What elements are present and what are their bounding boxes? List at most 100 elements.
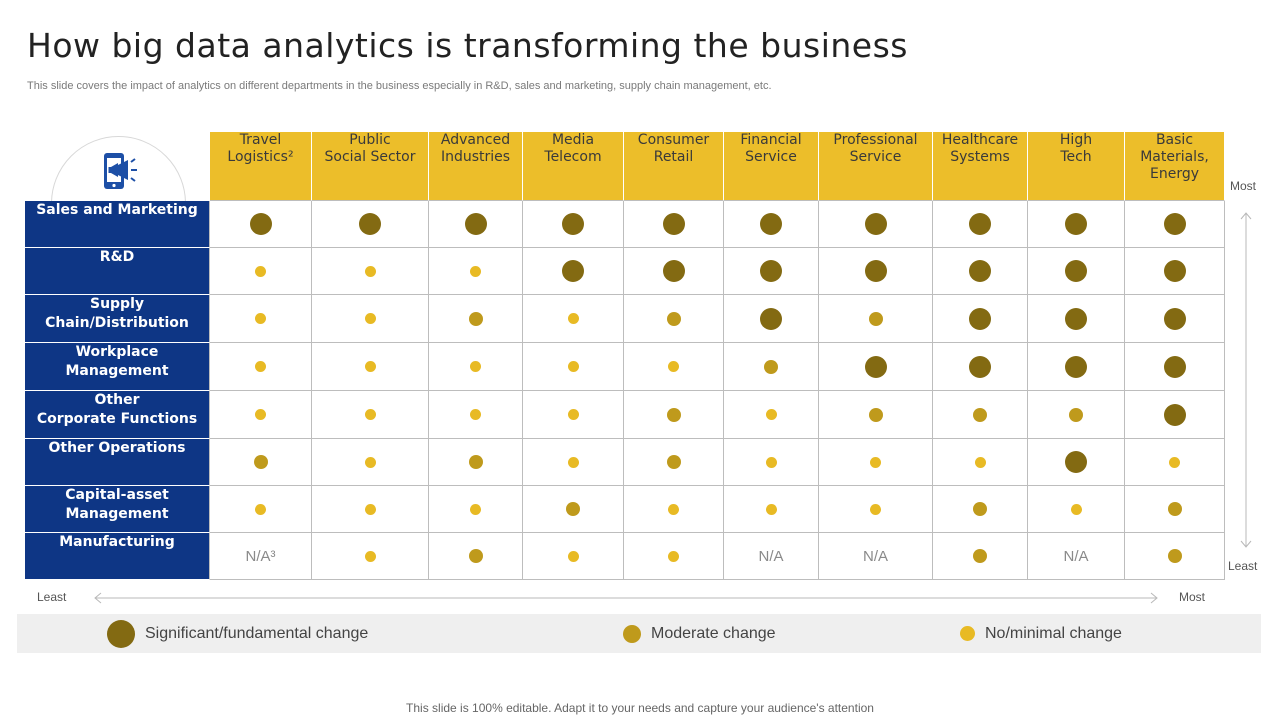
significant-dot-icon bbox=[107, 619, 135, 648]
matrix-cell bbox=[210, 391, 312, 439]
matrix-cell bbox=[1028, 486, 1125, 533]
matrix-cell bbox=[1028, 391, 1125, 439]
legend: Significant/fundamental change Moderate … bbox=[17, 614, 1261, 653]
matrix-cell bbox=[724, 343, 819, 391]
minimal-change-dot bbox=[364, 313, 376, 324]
matrix-cell bbox=[523, 391, 624, 439]
matrix-cell: N/A bbox=[724, 533, 819, 580]
matrix-cell bbox=[429, 486, 523, 533]
matrix-cell bbox=[429, 295, 523, 343]
not-applicable-label: N/A bbox=[862, 547, 888, 565]
moderate-change-dot bbox=[566, 502, 580, 516]
matrix-cell bbox=[210, 439, 312, 486]
moderate-change-dot bbox=[973, 502, 987, 516]
matrix-cell bbox=[1125, 533, 1225, 580]
moderate-change-dot bbox=[666, 407, 681, 422]
matrix-cell bbox=[819, 295, 933, 343]
significant-change-dot bbox=[760, 307, 782, 330]
matrix-cell bbox=[312, 391, 429, 439]
matrix-cell bbox=[523, 295, 624, 343]
matrix-cell: N/A bbox=[1028, 533, 1125, 580]
matrix-cell bbox=[933, 295, 1028, 343]
matrix-cell bbox=[523, 533, 624, 580]
significant-change-dot bbox=[1065, 260, 1087, 282]
significant-change-dot bbox=[760, 260, 782, 282]
significant-change-dot bbox=[662, 260, 685, 282]
significant-change-dot bbox=[969, 213, 991, 235]
matrix-cell bbox=[523, 343, 624, 391]
minimal-change-dot bbox=[567, 361, 579, 372]
legend-item-significant: Significant/fundamental change bbox=[107, 614, 368, 653]
matrix-cell bbox=[624, 295, 724, 343]
column-header: Travel Logistics² bbox=[210, 132, 312, 201]
minimal-change-dot bbox=[255, 265, 266, 277]
matrix-cell bbox=[724, 248, 819, 295]
matrix-cell bbox=[819, 343, 933, 391]
moderate-change-dot bbox=[666, 455, 681, 469]
matrix-cell bbox=[724, 295, 819, 343]
significant-change-dot bbox=[1065, 355, 1087, 378]
legend-item-minimal: No/minimal change bbox=[960, 614, 1122, 653]
minimal-change-dot bbox=[470, 361, 481, 372]
minimal-change-dot bbox=[364, 361, 376, 372]
matrix-cell bbox=[1028, 343, 1125, 391]
matrix-cell bbox=[523, 439, 624, 486]
minimal-change-dot bbox=[870, 456, 881, 468]
legend-label: Significant/fundamental change bbox=[145, 624, 369, 642]
matrix-cell bbox=[523, 486, 624, 533]
footer-note: This slide is 100% editable. Adapt it to… bbox=[406, 701, 874, 715]
matrix-cell bbox=[1125, 248, 1225, 295]
row-header: Other Operations bbox=[25, 439, 210, 486]
minimal-change-dot bbox=[668, 550, 679, 562]
moderate-dot-icon bbox=[623, 624, 641, 643]
page-subtitle: This slide covers the impact of analytic… bbox=[27, 80, 772, 92]
matrix-cell bbox=[312, 486, 429, 533]
significant-change-dot bbox=[1065, 451, 1087, 473]
minimal-change-dot bbox=[364, 503, 376, 515]
column-header: Public Social Sector bbox=[312, 132, 429, 201]
row-header: Supply Chain/Distribution bbox=[25, 295, 210, 343]
page-title: How big data analytics is transforming t… bbox=[27, 26, 908, 65]
matrix-cell bbox=[429, 533, 523, 580]
minimal-change-dot bbox=[255, 313, 266, 324]
matrix-cell bbox=[1125, 295, 1225, 343]
row-header: Other Corporate Functions bbox=[25, 391, 210, 439]
matrix-cell bbox=[312, 439, 429, 486]
vertical-axis-bottom-label: Least bbox=[1228, 559, 1258, 573]
matrix-cell bbox=[1125, 201, 1225, 248]
moderate-change-dot bbox=[1069, 407, 1083, 422]
matrix-cell bbox=[819, 486, 933, 533]
matrix-cell bbox=[933, 439, 1028, 486]
significant-change-dot bbox=[562, 260, 584, 282]
significant-change-dot bbox=[969, 260, 991, 282]
moderate-change-dot bbox=[468, 311, 483, 326]
significant-change-dot bbox=[864, 213, 887, 235]
significant-change-dot bbox=[662, 213, 685, 235]
moderate-change-dot bbox=[666, 311, 681, 326]
significant-change-dot bbox=[864, 355, 887, 378]
matrix-cell bbox=[210, 248, 312, 295]
matrix-cell bbox=[933, 343, 1028, 391]
row-header: Capital-asset Management bbox=[25, 486, 210, 533]
moderate-change-dot bbox=[973, 407, 987, 422]
mobile-megaphone-icon bbox=[104, 153, 137, 189]
legend-label: Moderate change bbox=[651, 624, 776, 642]
matrix-cell bbox=[312, 201, 429, 248]
not-applicable-label: N/A bbox=[1063, 547, 1089, 565]
matrix-cell bbox=[1125, 486, 1225, 533]
matrix-cell bbox=[724, 201, 819, 248]
significant-change-dot bbox=[969, 355, 991, 378]
minimal-change-dot bbox=[1070, 503, 1082, 515]
matrix-cell bbox=[933, 248, 1028, 295]
horizontal-axis-right-label: Most bbox=[1179, 590, 1206, 604]
significant-change-dot bbox=[1065, 307, 1087, 330]
matrix-cell bbox=[429, 343, 523, 391]
matrix-cell bbox=[624, 391, 724, 439]
minimal-change-dot bbox=[470, 503, 481, 515]
matrix-cell bbox=[1028, 295, 1125, 343]
column-header: Media Telecom bbox=[523, 132, 624, 201]
matrix-cell bbox=[1028, 248, 1125, 295]
matrix-cell bbox=[724, 439, 819, 486]
column-header: Professional Service bbox=[819, 132, 933, 201]
row-header: Sales and Marketing bbox=[25, 201, 210, 248]
